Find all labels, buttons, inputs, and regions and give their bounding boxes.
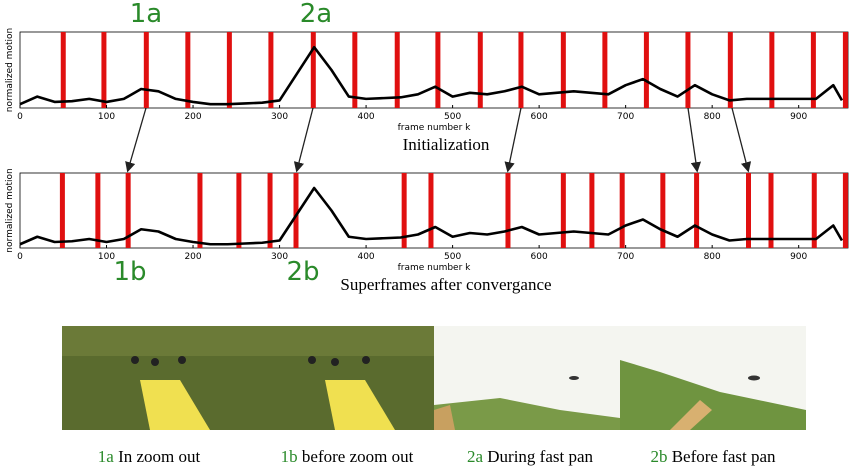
x-axis-label: frame number k <box>398 123 472 133</box>
photo <box>62 326 248 430</box>
photo <box>434 326 620 430</box>
annotation: 1b <box>113 257 146 287</box>
photo <box>248 326 434 430</box>
y-axis-label: normalized motion <box>5 168 15 252</box>
x-tick-label: 800 <box>704 252 721 262</box>
x-tick-label: 700 <box>617 112 634 122</box>
image-caption: 1a In zoom out <box>98 447 201 466</box>
x-tick-label: 100 <box>98 112 115 122</box>
image-caption: 2a During fast pan <box>467 447 594 466</box>
caption-text: In zoom out <box>118 447 200 466</box>
chart-caption: Superframes after convergance <box>340 275 551 294</box>
chart: 0 100 200 300 400 500 600 700 800 900 frame number… <box>5 168 849 294</box>
annotation: 2b <box>286 257 319 287</box>
x-tick-label: 500 <box>444 252 461 262</box>
x-tick-label: 700 <box>617 252 634 262</box>
arrows <box>125 107 752 173</box>
image-caption: 2b Before fast pan <box>650 447 776 466</box>
motion-line <box>19 45 844 106</box>
arrow <box>687 107 702 173</box>
x-tick-label: 900 <box>790 252 807 262</box>
caption-text: before zoom out <box>302 447 414 466</box>
photo <box>620 326 806 430</box>
caption-tag: 1b <box>281 447 298 466</box>
annotation: 1a <box>130 0 162 29</box>
x-tick-label: 400 <box>357 112 374 122</box>
arrow <box>504 107 522 173</box>
x-axis-label: frame number k <box>398 263 472 273</box>
x-tick-label: 100 <box>98 252 115 262</box>
arrow <box>125 107 147 173</box>
chart: 0 100 200 300 400 500 600 700 800 900 frame number… <box>5 0 849 154</box>
x-tick-label: 600 <box>531 252 548 262</box>
x-tick-label: 300 <box>271 252 288 262</box>
arrow <box>293 107 314 173</box>
x-tick-label: 0 <box>17 252 23 262</box>
x-tick-label: 900 <box>790 112 807 122</box>
caption-text: Before fast pan <box>672 447 776 466</box>
caption-tag: 1a <box>98 447 115 466</box>
x-tick-label: 400 <box>357 252 374 262</box>
caption-tag: 2a <box>467 447 484 466</box>
arrow <box>731 107 752 173</box>
chart-caption: Initialization <box>403 135 490 154</box>
x-tick-label: 600 <box>531 112 548 122</box>
y-axis-label: normalized motion <box>5 28 15 112</box>
image-caption: 1b before zoom out <box>281 447 414 466</box>
plot-frame <box>19 172 849 249</box>
caption-text: During fast pan <box>487 447 593 466</box>
annotation: 2a <box>300 0 332 29</box>
x-tick-label: 0 <box>17 112 23 122</box>
x-tick-label: 200 <box>184 252 201 262</box>
x-tick-label: 500 <box>444 112 461 122</box>
x-tick-label: 800 <box>704 112 721 122</box>
plot-frame <box>19 31 849 109</box>
x-tick-label: 300 <box>271 112 288 122</box>
caption-tag: 2b <box>650 447 667 466</box>
x-tick-label: 200 <box>184 112 201 122</box>
motion-line <box>19 186 844 246</box>
